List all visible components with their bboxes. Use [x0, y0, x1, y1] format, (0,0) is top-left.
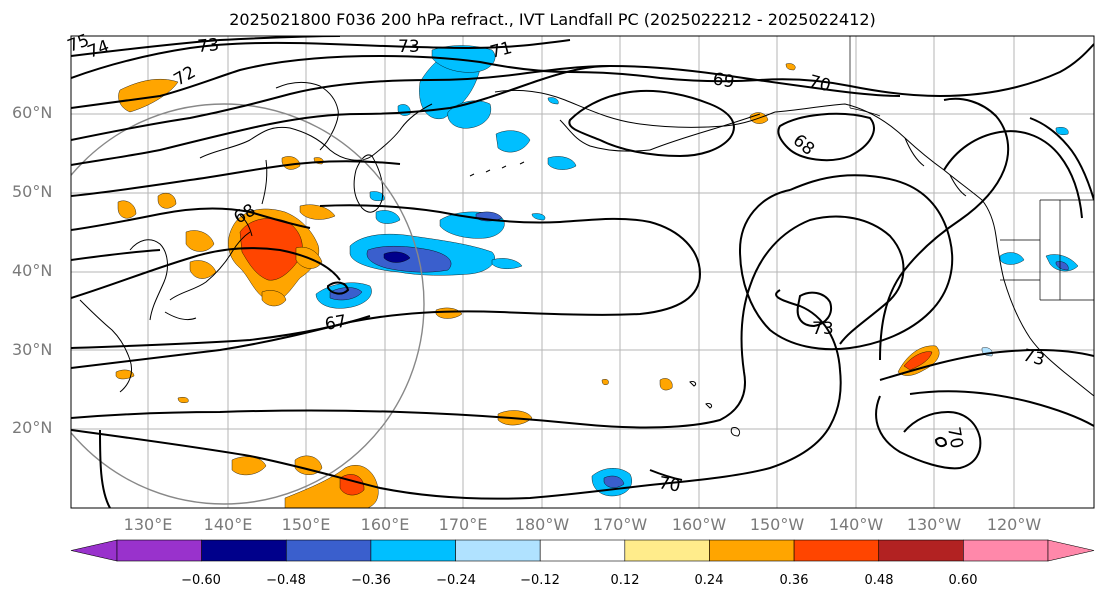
colorbar-swatch — [624, 539, 710, 562]
colorbar-swatch — [963, 539, 1049, 562]
contour-label: 69 — [711, 69, 736, 92]
colorbar-tick: 0.60 — [948, 573, 978, 588]
lon-label-160w: 160°W — [671, 515, 727, 534]
colorbar-swatch — [539, 539, 626, 562]
negative-anomaly-shading — [315, 45, 1079, 497]
contour-lines — [71, 36, 1094, 508]
map-frame — [70, 35, 1095, 509]
colorbar-swatch — [116, 539, 202, 562]
colorbar-tick: 0.24 — [694, 573, 724, 588]
lat-label-20n: 20°N — [12, 418, 53, 437]
colorbar-tick: −0.24 — [436, 573, 476, 588]
reference-circle — [71, 103, 425, 505]
colorbar-left-extension — [70, 539, 118, 562]
colorbar-swatch — [878, 539, 964, 562]
lon-label-130w: 130°W — [906, 515, 962, 534]
lon-label-140e: 140°E — [203, 515, 253, 534]
colorbar-tick: 0.36 — [779, 573, 809, 588]
lat-label-60n: 60°N — [12, 103, 53, 122]
lon-label-140w: 140°W — [828, 515, 884, 534]
colorbar-tick: −0.60 — [181, 573, 221, 588]
contour-label: 73 — [812, 319, 834, 339]
lon-label-150e: 150°E — [281, 515, 331, 534]
lon-label-180w: 180°W — [514, 515, 570, 534]
map-title: 2025021800 F036 200 hPa refract., IVT La… — [229, 10, 876, 29]
colorbar-swatch — [455, 539, 541, 562]
colorbar-tick: 0.12 — [610, 573, 640, 588]
colorbar-swatch — [201, 539, 287, 562]
lon-label-170e: 170°E — [438, 515, 488, 534]
contour-label: 73 — [197, 35, 220, 57]
colorbar — [70, 539, 1095, 562]
lat-label-30n: 30°N — [12, 340, 53, 359]
lon-label-150w: 150°W — [749, 515, 805, 534]
contour-label: 70 — [943, 425, 966, 450]
colorbar-swatch — [709, 539, 795, 562]
colorbar-tick: 0.48 — [864, 573, 894, 588]
contour-label: 67 — [323, 311, 348, 334]
lon-label-160e: 160°E — [360, 515, 410, 534]
colorbar-swatch — [285, 539, 372, 562]
colorbar-tick: −0.36 — [351, 573, 391, 588]
colorbar-swatch — [370, 539, 456, 562]
political-borders — [849, 36, 1094, 301]
lat-label-40n: 40°N — [12, 261, 53, 280]
colorbar-tick: −0.48 — [266, 573, 306, 588]
lon-label-170w: 170°W — [592, 515, 648, 534]
lon-label-120w: 120°W — [986, 515, 1042, 534]
lat-label-50n: 50°N — [12, 182, 53, 201]
lon-label-130e: 130°E — [123, 515, 173, 534]
contour-label: 70 — [657, 473, 682, 496]
colorbar-swatch — [793, 539, 880, 562]
contour-label: 73 — [398, 37, 420, 57]
colorbar-tick: −0.12 — [520, 573, 560, 588]
colorbar-right-extension — [1047, 539, 1095, 562]
coastlines — [79, 81, 1094, 437]
